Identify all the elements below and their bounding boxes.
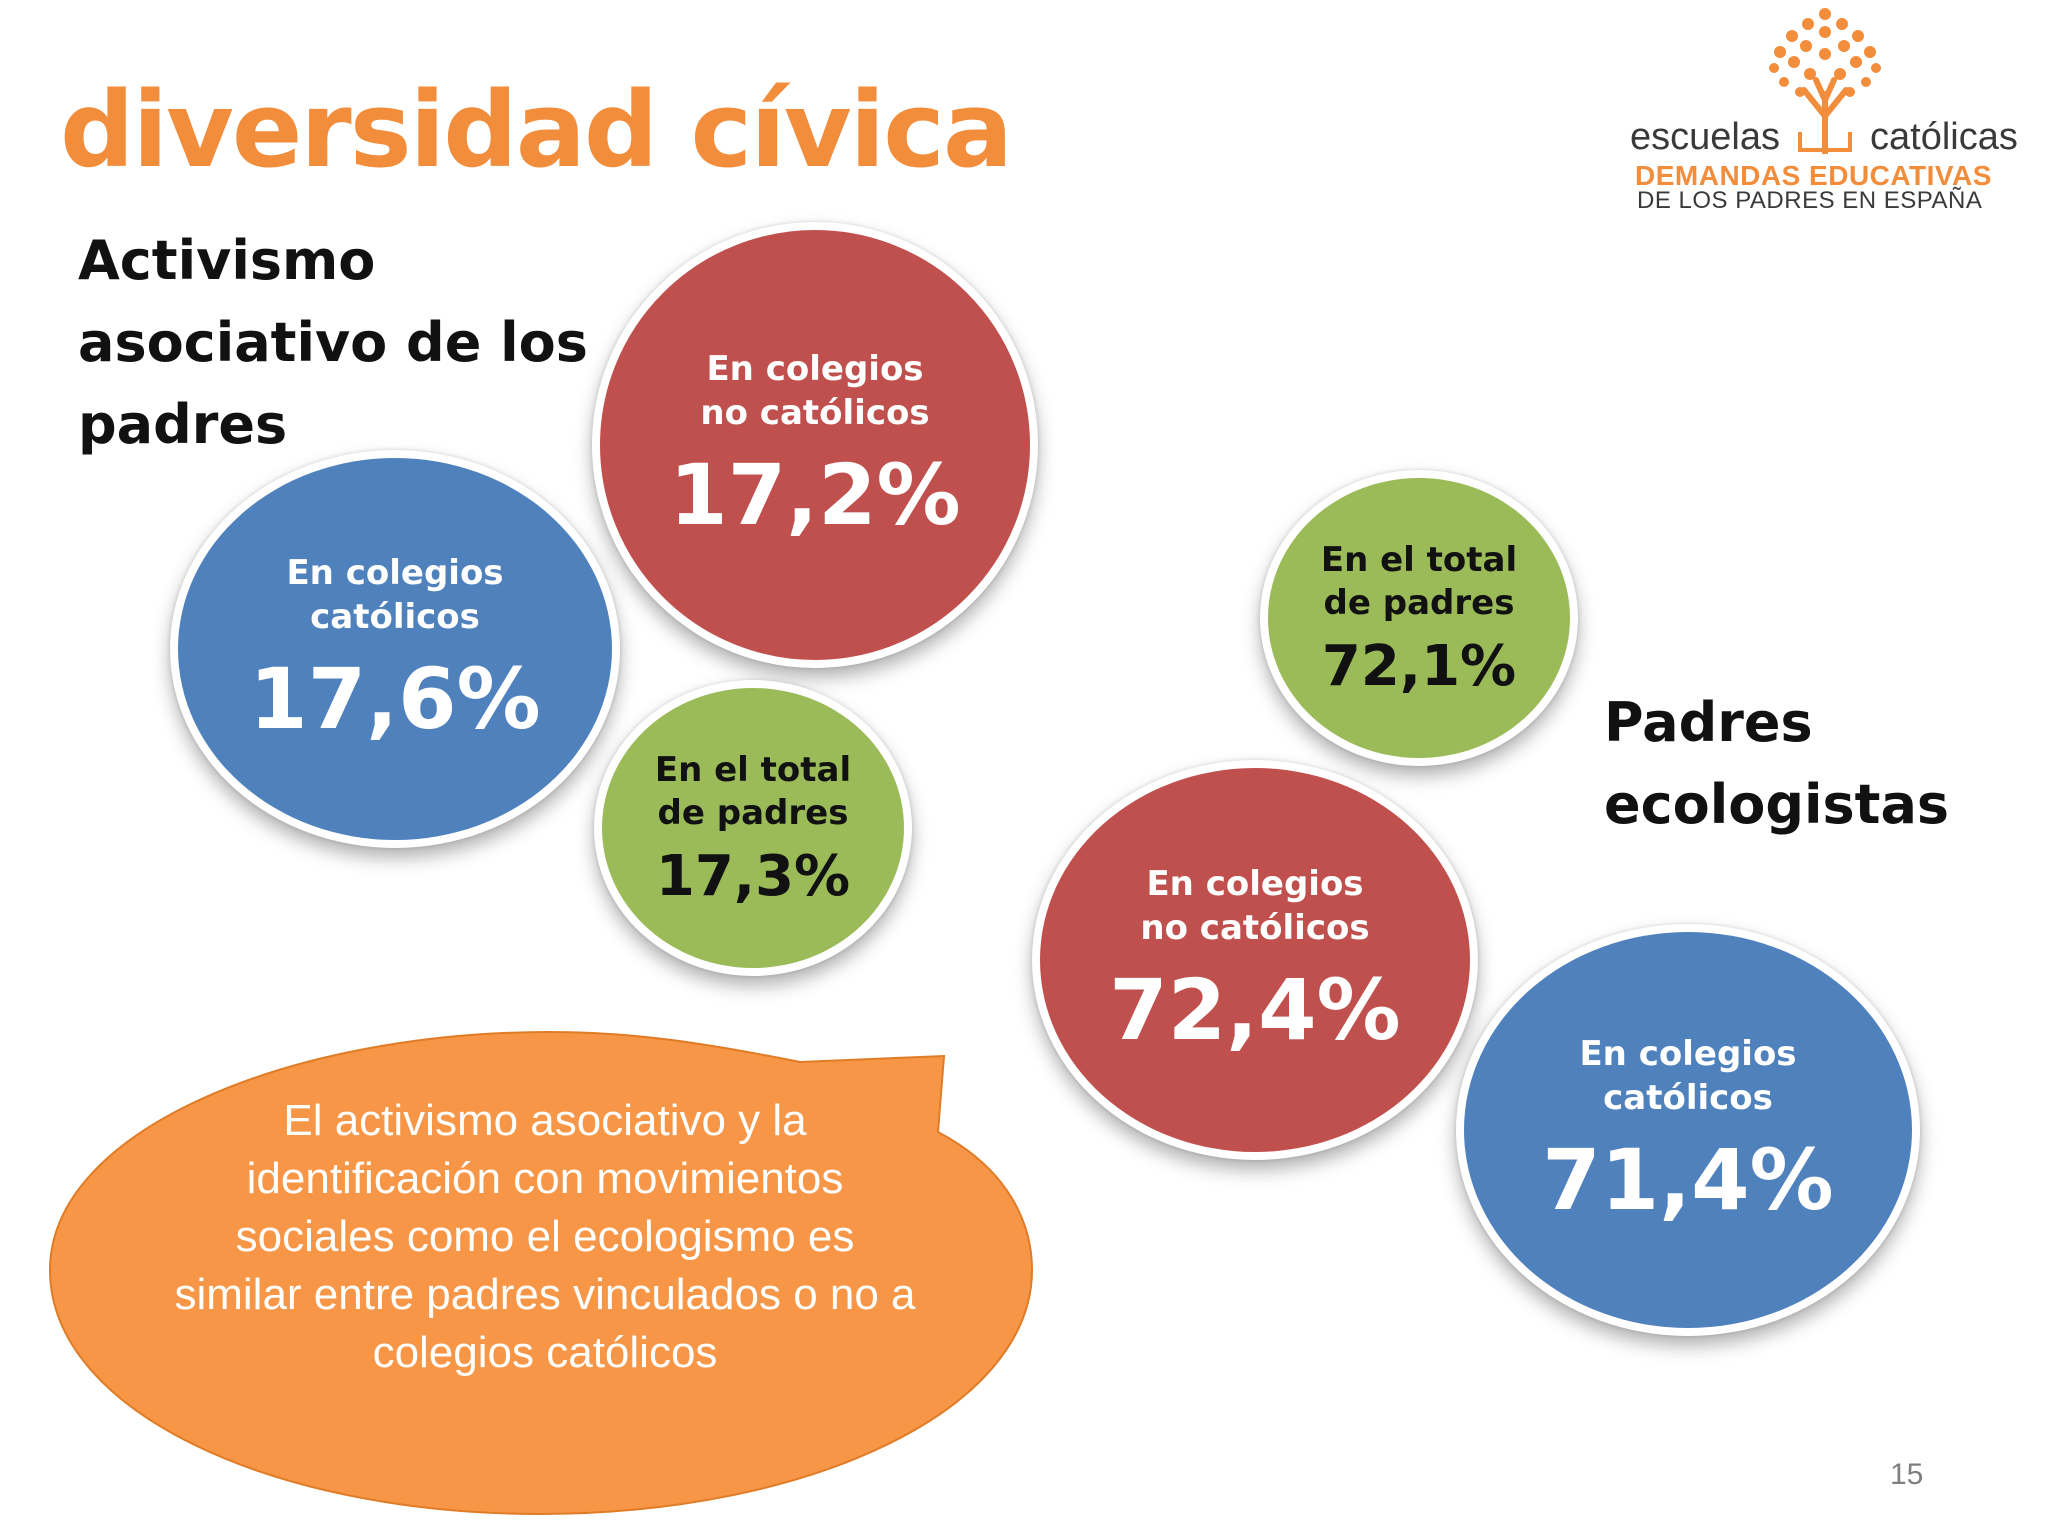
bubble-label: En colegios católicos	[286, 553, 504, 637]
bubble-ecologistas-catolicos: En colegios católicos 71,4%	[1456, 924, 1920, 1336]
bubble-value: 72,1%	[1321, 633, 1517, 699]
callout-text: El activismo asociativo y la identificac…	[174, 1096, 916, 1377]
bubble-ecologistas-total: En el total de padres 72,1%	[1260, 470, 1578, 766]
bubble-value: 17,3%	[655, 843, 851, 909]
activismo-heading: Activismo asociativo de los padres	[78, 229, 588, 456]
bubble-value: 17,6%	[249, 650, 541, 749]
bubble-activismo-catolicos: En colegios católicos 17,6%	[170, 450, 620, 848]
bubble-label: En el total de padres	[1320, 539, 1518, 624]
speech-callout-shape	[48, 1030, 1034, 1516]
bubble-activismo-total: En el total de padres 17,3%	[594, 680, 912, 976]
ecologistas-heading: Padres ecologistas	[1604, 691, 1950, 836]
bubble-value: 71,4%	[1542, 1131, 1834, 1230]
page-number: 15	[1890, 1458, 1924, 1491]
bubble-activismo-no-catolicos: En colegios no católicos 17,2%	[592, 222, 1038, 668]
escuelas-catolicas-logo: escuelas católicas DEMANDAS EDUCATIVAS D…	[1600, 4, 2040, 214]
bubble-value: 72,4%	[1109, 961, 1401, 1060]
bubble-value: 17,2%	[669, 446, 961, 545]
bubble-label: En colegios católicos	[1579, 1034, 1797, 1118]
tree-logo-icon	[1769, 8, 1881, 154]
slide-title: diversidad cívica	[60, 69, 1013, 191]
bubble-label: En el total de padres	[654, 749, 852, 834]
logo-subtitle-padres: DE LOS PADRES EN ESPAÑA	[1637, 187, 1983, 214]
bubble-ecologistas-no-catolicos: En colegios no católicos 72,4%	[1032, 760, 1478, 1160]
logo-subtitle-demandas: DEMANDAS EDUCATIVAS	[1635, 160, 1992, 191]
logo-word-catolicas: católicas	[1870, 116, 2018, 158]
logo-word-escuelas: escuelas	[1630, 116, 1780, 158]
bubble-label: En colegios no católicos	[700, 349, 930, 433]
bubble-label: En colegios no católicos	[1140, 864, 1370, 948]
